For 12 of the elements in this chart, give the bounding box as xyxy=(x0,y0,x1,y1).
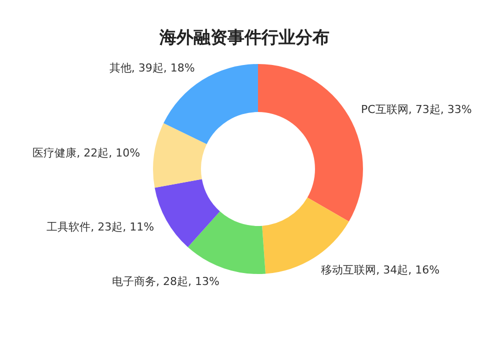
donut-slice xyxy=(153,123,207,188)
slice-label: 电子商务, 28起, 13% xyxy=(112,275,220,288)
slice-label: 医疗健康, 22起, 10% xyxy=(32,146,140,160)
slice-label: 工具软件, 23起, 11% xyxy=(46,220,154,234)
chart-title: 海外融资事件行业分布 xyxy=(158,27,330,49)
slice-label: 其他, 39起, 18% xyxy=(109,62,195,75)
slice-label: PC互联网, 73起, 33% xyxy=(361,103,472,116)
donut-slice xyxy=(188,211,266,274)
donut-slice xyxy=(258,64,363,222)
donut-slice xyxy=(164,64,258,144)
slice-label: 移动互联网, 34起, 16% xyxy=(321,263,440,276)
donut-slice xyxy=(154,179,220,248)
